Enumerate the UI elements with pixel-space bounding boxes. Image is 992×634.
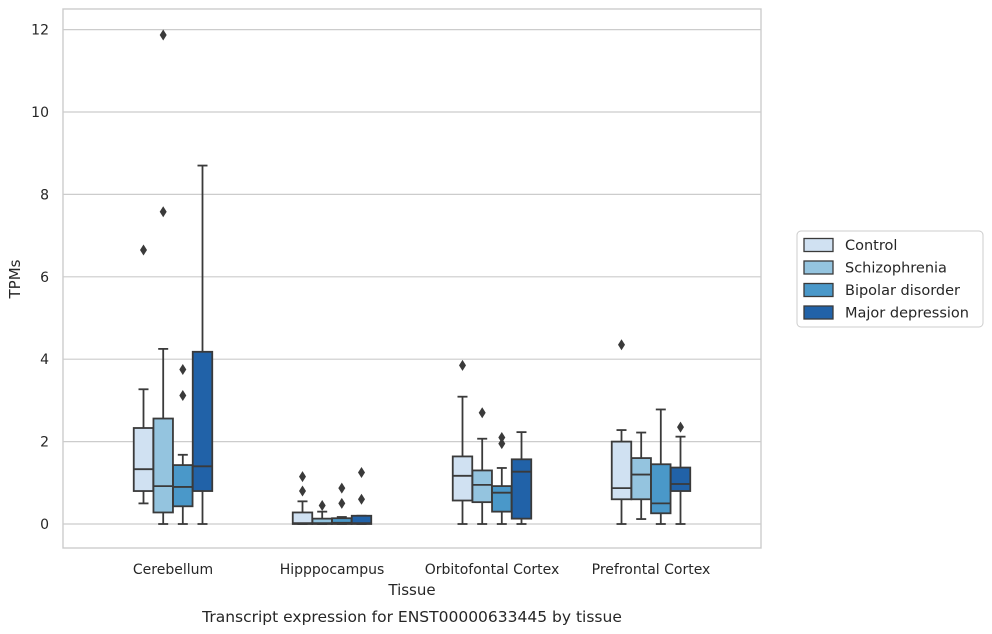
- y-tick-label-4: 4: [40, 352, 49, 368]
- outlier-point: [159, 206, 167, 218]
- outlier-point: [299, 471, 306, 483]
- outlier-point: [459, 359, 466, 371]
- y-tick-label-12: 12: [31, 23, 49, 39]
- y-tick-labels: 0 2 4 6 8 10 12: [31, 23, 49, 533]
- outlier-point: [159, 29, 167, 41]
- x-tick-labels: Cerebellum Hipppocampus Orbitofontal Corte…: [133, 562, 710, 578]
- legend-items: Control Schizophrenia Bipolar disorder Majo…: [803, 237, 969, 322]
- legend-swatch: [803, 282, 834, 298]
- legend-item-3: Bipolar disorder: [803, 282, 960, 299]
- outlier-point: [498, 438, 506, 450]
- legend-swatch: [803, 260, 834, 275]
- legend-swatch: [803, 305, 834, 320]
- box-4-2: [630, 431, 652, 520]
- y-tick-label-0: 0: [40, 517, 49, 533]
- outlier-point: [318, 499, 326, 511]
- outlier-point: [338, 497, 346, 509]
- legend-frame: [796, 230, 984, 328]
- outlier-point: [299, 485, 306, 497]
- legend: Control Schizophrenia Bipolar disorder Majo…: [796, 230, 984, 328]
- box-4-4: [669, 421, 692, 525]
- outlier-point: [677, 421, 684, 433]
- box-2-1: [291, 471, 314, 525]
- outlier-point: [179, 364, 187, 375]
- x-tick-label-1: Cerebellum: [133, 562, 213, 578]
- y-tick-label-8: 8: [40, 187, 49, 203]
- y-axis-label: TPMs: [6, 259, 24, 299]
- box-3-1: [451, 359, 474, 525]
- box-body: [172, 464, 194, 508]
- box-1-4: [191, 164, 214, 525]
- plot-area-frame: [62, 8, 762, 549]
- box-body: [132, 427, 155, 492]
- box-body: [510, 458, 533, 520]
- x-axis-label: Tissue: [387, 581, 435, 599]
- box-3-4: [510, 431, 533, 525]
- x-tick-label-4: Prefrontal Cortex: [592, 562, 711, 578]
- box-4-1: [610, 339, 633, 525]
- box-1-1: [132, 244, 155, 505]
- outlier-point: [338, 482, 346, 494]
- y-tick-label-10: 10: [31, 105, 49, 121]
- legend-item-2: Schizophrenia: [803, 260, 947, 277]
- box-body: [669, 466, 692, 492]
- y-tick-label-2: 2: [40, 435, 49, 451]
- box-3-2: [471, 407, 493, 525]
- box-body: [191, 350, 214, 492]
- box-2-3: [331, 482, 353, 525]
- box-body: [152, 417, 174, 514]
- box-body: [650, 463, 672, 515]
- boxes: [132, 29, 692, 525]
- x-tick-label-3: Orbitofontal Cortex: [425, 562, 560, 578]
- legend-label: Control: [845, 238, 897, 254]
- box-body: [610, 440, 633, 501]
- outlier-point: [179, 389, 187, 401]
- x-tick-label-2: Hipppocampus: [280, 562, 385, 578]
- outlier-point: [498, 431, 506, 443]
- outlier-point: [478, 407, 486, 419]
- box-2-4: [350, 467, 373, 525]
- y-tick-label-6: 6: [40, 270, 49, 286]
- chart-caption: Transcript expression for ENST0000063344…: [201, 608, 622, 626]
- box-body: [291, 511, 314, 525]
- box-body: [451, 455, 474, 502]
- legend-item-4: Major depression: [803, 305, 969, 322]
- box-body: [471, 469, 493, 504]
- box-4-3: [650, 408, 672, 525]
- legend-label: Bipolar disorder: [845, 283, 960, 299]
- legend-swatch: [803, 237, 834, 253]
- box-body: [491, 485, 513, 513]
- box-body: [630, 457, 652, 501]
- legend-item-1: Control: [803, 237, 897, 254]
- outlier-point: [358, 493, 365, 505]
- outlier-point: [140, 244, 147, 256]
- outlier-point: [358, 467, 365, 478]
- legend-label: Major depression: [845, 306, 969, 322]
- outlier-point: [618, 339, 625, 351]
- legend-label: Schizophrenia: [845, 261, 947, 277]
